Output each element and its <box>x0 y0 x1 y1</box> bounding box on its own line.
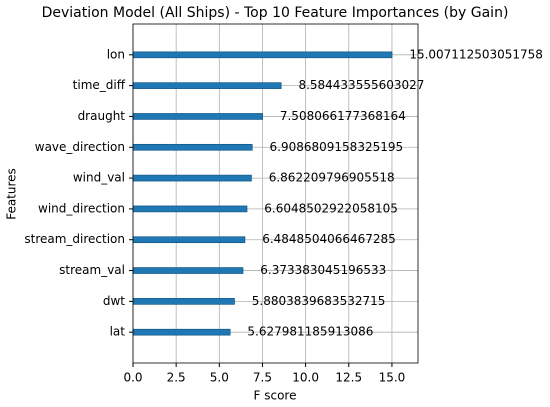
bar <box>132 82 282 89</box>
y-tick-label: wind_val <box>73 171 125 185</box>
bar <box>132 236 246 244</box>
value-label: 15.007112503051758 <box>409 47 543 61</box>
y-tick-label: time_diff <box>73 78 126 92</box>
y-axis-label: Features <box>5 168 19 220</box>
bar <box>132 328 231 336</box>
x-axis-label: F score <box>254 389 297 403</box>
y-tick-label: stream_val <box>59 263 125 277</box>
x-tick-label: 7.5 <box>253 371 272 385</box>
bar <box>132 267 244 274</box>
y-tick-label: lon <box>107 47 125 61</box>
bar <box>132 113 263 120</box>
value-label: 6.4848504066467285 <box>262 232 396 246</box>
plot-frame <box>132 23 419 364</box>
y-tick-label: draught <box>78 109 126 123</box>
x-tick-label: 5.0 <box>210 371 229 385</box>
value-label: 6.6048502922058105 <box>264 201 398 215</box>
value-label: 6.373383045196533 <box>260 263 386 277</box>
value-label: 6.862209796905518 <box>269 171 395 185</box>
bar <box>132 174 252 182</box>
x-tick-label: 2.5 <box>167 371 186 385</box>
x-tick-label: 0.0 <box>123 371 142 385</box>
x-tick-label: 10.0 <box>292 371 319 385</box>
bar <box>132 205 248 213</box>
x-tick-label: 12.5 <box>335 371 362 385</box>
chart-title: Deviation Model (All Ships) - Top 10 Fea… <box>42 5 509 21</box>
bar <box>132 298 235 305</box>
x-tick-label: 15.0 <box>379 371 406 385</box>
value-label: 6.9086809158325195 <box>270 140 404 154</box>
value-label: 7.508066177368164 <box>280 109 406 123</box>
y-tick-label: wind_direction <box>38 201 125 215</box>
y-tick-label: lat <box>110 325 126 339</box>
y-tick-label: dwt <box>103 294 125 308</box>
y-tick-label: wave_direction <box>35 140 125 154</box>
value-label: 8.584433555603027 <box>298 78 424 92</box>
bar <box>132 143 253 151</box>
y-tick-label: stream_direction <box>24 232 125 246</box>
value-label: 5.8803839683532715 <box>252 294 386 308</box>
bar <box>132 51 393 59</box>
value-label: 5.627981185913086 <box>247 325 373 339</box>
